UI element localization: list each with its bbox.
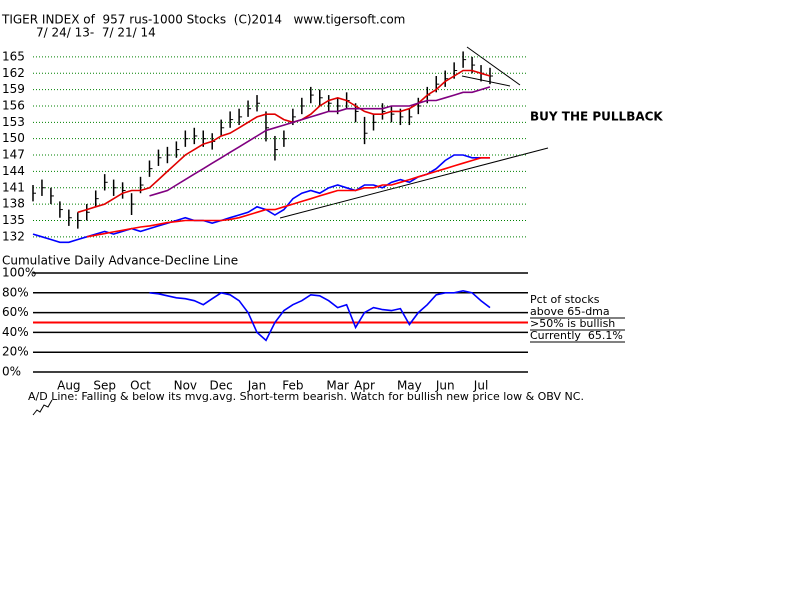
series-line xyxy=(149,86,491,197)
x-tick-label: Mar xyxy=(326,379,349,393)
x-tick-label: Oct xyxy=(130,379,151,393)
y-tick-label: 144 xyxy=(2,164,25,178)
x-tick-label: Aug xyxy=(57,379,80,393)
squiggle xyxy=(32,399,53,416)
trend-line xyxy=(466,46,521,86)
x-tick-label: Jul xyxy=(473,379,488,393)
chart-title: TIGER INDEX of 957 rus-1000 Stocks (C)20… xyxy=(1,13,405,27)
annotation: >50% is bullish xyxy=(530,317,615,330)
note: A/D Line: Falling & below its mvg.avg. S… xyxy=(28,390,584,403)
y-tick-label: 162 xyxy=(2,66,25,80)
y-tick-label: 138 xyxy=(2,197,25,211)
annotation: above 65-dma xyxy=(530,305,610,318)
x-tick-label: Jan xyxy=(247,379,267,393)
y-tick-label: 165 xyxy=(2,49,25,63)
y-tick-label: 159 xyxy=(2,82,25,96)
x-tick-label: Jun xyxy=(435,379,455,393)
x-tick-label: May xyxy=(397,379,422,393)
chart-subtitle: 7/ 24/ 13- 7/ 21/ 14 xyxy=(36,26,156,40)
y-tick-label: 0% xyxy=(2,365,21,379)
y-tick-label: 135 xyxy=(2,213,25,227)
annotation: Currently 65.1% xyxy=(530,329,623,342)
y-tick-label: 141 xyxy=(2,180,25,194)
y-tick-label: 60% xyxy=(2,305,29,319)
y-tick-label: 156 xyxy=(2,98,25,112)
trend-line xyxy=(279,147,549,219)
x-tick-label: Nov xyxy=(174,379,197,393)
x-tick-label: Feb xyxy=(282,379,303,393)
y-tick-label: 100% xyxy=(2,266,36,280)
y-tick-label: 80% xyxy=(2,285,29,299)
y-tick-label: 153 xyxy=(2,115,25,129)
panel-title: Cumulative Daily Advance-Decline Line xyxy=(2,254,238,268)
x-tick-label: Sep xyxy=(93,379,116,393)
series-line xyxy=(77,69,491,214)
trend-line xyxy=(461,75,511,87)
annotation: BUY THE PULLBACK xyxy=(530,110,663,124)
y-tick-label: 147 xyxy=(2,148,25,162)
x-tick-label: Dec xyxy=(210,379,233,393)
x-tick-label: Apr xyxy=(354,379,375,393)
y-tick-label: 20% xyxy=(2,345,29,359)
series-line xyxy=(149,289,491,342)
series-line xyxy=(86,157,490,238)
y-tick-label: 150 xyxy=(2,131,25,145)
y-tick-label: 132 xyxy=(2,229,25,243)
series-line xyxy=(32,154,490,244)
y-tick-label: 40% xyxy=(2,325,29,339)
annotation: Pct of stocks xyxy=(530,293,600,306)
